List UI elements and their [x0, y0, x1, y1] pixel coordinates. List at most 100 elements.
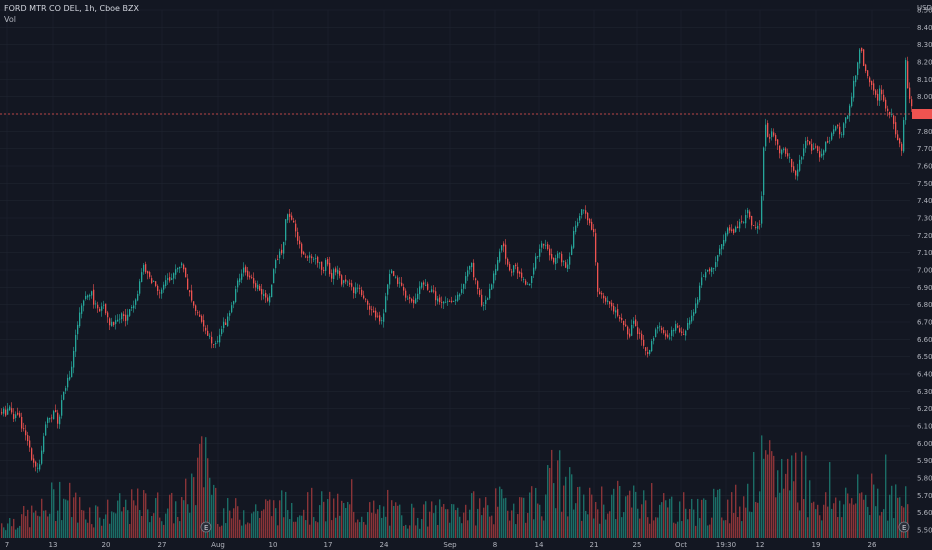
candle-body: [159, 292, 161, 294]
volume-bar: [251, 513, 253, 538]
candle-body: [637, 327, 639, 334]
candle-body: [473, 262, 475, 278]
candle-body: [603, 295, 605, 299]
candle-body: [53, 411, 55, 420]
candle-body: [451, 300, 453, 302]
candle-body: [207, 330, 209, 336]
candle-body: [847, 115, 849, 119]
volume-bar: [163, 524, 165, 538]
svg-text:E: E: [902, 524, 906, 532]
volume-bar: [639, 518, 641, 538]
candle-body: [885, 99, 887, 109]
candle-body: [167, 278, 169, 280]
volume-bar: [127, 510, 129, 538]
volume-bar: [509, 520, 511, 538]
volume-bar: [891, 485, 893, 538]
candle-body: [351, 283, 353, 287]
candle-body: [381, 320, 383, 321]
candle-body: [385, 296, 387, 313]
candle-body: [807, 140, 809, 142]
candle-body: [69, 376, 71, 380]
volume-bar: [797, 502, 799, 538]
volume-bar: [457, 507, 459, 538]
candle-body: [899, 138, 901, 144]
volume-legend[interactable]: Vol: [4, 15, 16, 24]
candle-body: [387, 284, 389, 295]
candle-body: [37, 467, 39, 469]
volume-bar: [709, 524, 711, 538]
x-tick-label: 10: [269, 541, 278, 549]
volume-bar: [171, 492, 173, 538]
volume-bar: [887, 520, 889, 538]
candle-body: [537, 256, 539, 257]
candle-body: [911, 99, 913, 107]
candle-body: [189, 290, 191, 293]
candle-body: [459, 294, 461, 297]
volume-bar: [41, 498, 43, 538]
candle-body: [399, 282, 401, 284]
price-axis[interactable]: 8.508.408.308.208.108.007.907.807.707.60…: [917, 7, 932, 535]
volume-bar: [723, 520, 725, 538]
candle-body: [397, 277, 399, 284]
volume-bar: [89, 507, 91, 538]
svg-text:E: E: [204, 524, 208, 532]
candle-body: [769, 137, 771, 139]
volume-bar: [467, 520, 469, 538]
time-axis[interactable]: 7 13 20 27 Aug 10 17 24 Sep 8 14 21 25 Oct 19:30 12 19 26: [5, 541, 877, 549]
volume-bar: [117, 500, 119, 538]
volume-bar: [881, 511, 883, 538]
volume-bar: [311, 487, 313, 538]
earnings-marker-right[interactable]: E: [898, 521, 910, 533]
candle-body: [215, 343, 217, 345]
volume-bar: [1, 523, 3, 538]
volume-bar: [705, 499, 707, 538]
volume-bar: [217, 524, 219, 538]
y-tick-label: 5.80: [917, 475, 932, 483]
candle-body: [641, 333, 643, 340]
candle-body: [363, 295, 365, 299]
candle-body: [875, 90, 877, 95]
volume-bar: [617, 480, 619, 538]
volume-bar: [539, 504, 541, 538]
candle-body: [111, 321, 113, 327]
candle-body: [461, 289, 463, 293]
volume-bar: [279, 500, 281, 538]
x-tick-label: 12: [756, 541, 765, 549]
volume-bar: [27, 509, 29, 538]
candle-body: [549, 248, 551, 256]
volume-bar: [573, 509, 575, 538]
candle-body: [439, 297, 441, 303]
volume-bar: [533, 519, 535, 538]
volume-bar: [703, 498, 705, 538]
x-tick-label: 7: [5, 541, 9, 549]
volume-bar: [315, 521, 317, 538]
volume-bar: [605, 519, 607, 538]
volume-bar: [647, 517, 649, 538]
volume-bar: [849, 503, 851, 538]
candle-body: [505, 244, 507, 259]
candle-body: [303, 251, 305, 255]
x-tick-label: Oct: [675, 541, 687, 549]
candle-body: [665, 333, 667, 337]
symbol-title[interactable]: FORD MTR CO DEL, 1h, Cboe BZX: [4, 4, 139, 13]
volume-bar: [15, 529, 17, 538]
candle-body: [605, 297, 607, 302]
volume-bar: [289, 519, 291, 538]
candle-body: [223, 321, 225, 329]
candle-body: [1, 412, 3, 414]
volume-bar: [547, 465, 549, 538]
volume-bar: [123, 507, 125, 538]
volume-bar: [535, 487, 537, 538]
volume-bar: [383, 506, 385, 538]
candle-body: [481, 294, 483, 306]
candle-body: [539, 248, 541, 257]
volume-bar: [485, 497, 487, 538]
candle-body: [691, 315, 693, 322]
volume-bar: [833, 503, 835, 538]
candle-body: [407, 298, 409, 300]
candle-body: [395, 276, 397, 278]
candle-body: [349, 282, 351, 285]
candle-body: [471, 263, 473, 268]
earnings-marker-left[interactable]: E: [200, 521, 212, 533]
